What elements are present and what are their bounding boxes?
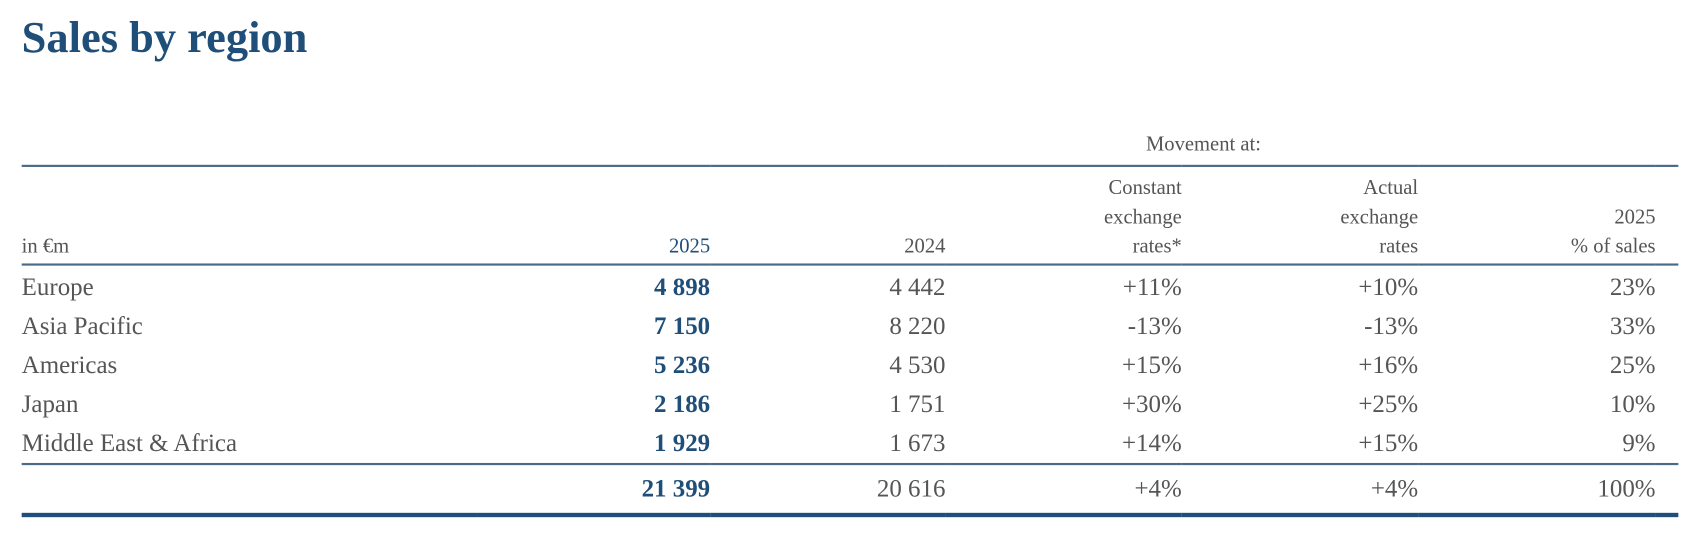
header-line: 2025 xyxy=(1614,205,1656,229)
sales-table: Movement at: in €m 2025 2024 Constant exchan… xyxy=(21,125,1679,518)
cell: 25% xyxy=(1609,351,1656,379)
spacer xyxy=(1656,346,1679,385)
cell: 4 898 xyxy=(654,273,711,301)
cell: 4 530 xyxy=(889,351,946,379)
total-cell: 20 616 xyxy=(710,462,946,518)
total-cell: 100% xyxy=(1418,462,1656,518)
group-header-row: Movement at: xyxy=(21,125,1679,167)
spacer xyxy=(1655,165,1679,266)
header-line: exchange xyxy=(1104,205,1182,229)
column-header: 2025 xyxy=(477,165,711,266)
header-line: rates* xyxy=(1132,235,1182,259)
spacer xyxy=(1656,265,1679,307)
cell: +25% xyxy=(1358,390,1419,418)
cell: +11% xyxy=(1122,273,1182,301)
spacer xyxy=(21,462,478,518)
total-cell: +4% xyxy=(945,462,1182,518)
header-row: in €m 2025 2024 Constant exchange rates* Actua… xyxy=(21,165,1679,266)
region-name: Japan xyxy=(21,390,79,418)
table-body: Europe 4 898 4 442 +11% +10% 23% Asia Pacific 7… xyxy=(22,265,1679,464)
title: Sales by region xyxy=(21,11,308,62)
spacer xyxy=(1656,424,1679,464)
total-cell: 21 399 xyxy=(477,462,711,518)
cell: -13% xyxy=(1127,312,1182,340)
cell: +15% xyxy=(1358,429,1419,457)
cell: +30% xyxy=(1121,390,1182,418)
cell: -13% xyxy=(1364,312,1419,340)
cell: 8 220 xyxy=(889,312,946,340)
region-name: Americas xyxy=(21,351,118,379)
header-line: rates xyxy=(1379,235,1419,259)
group-header: Movement at: xyxy=(945,125,1419,167)
column-header: 2025 % of sales xyxy=(1418,165,1656,266)
data-row: Japan 2 186 1 751 +30% +25% 10% xyxy=(22,385,1679,424)
cell: 2 186 xyxy=(654,390,711,418)
total-row: 21 399 20 616 +4% +4% 100% xyxy=(21,462,1679,518)
cell: +14% xyxy=(1121,429,1182,457)
cell: 33% xyxy=(1609,312,1656,340)
region-name: Asia Pacific xyxy=(21,312,143,340)
spacer xyxy=(1655,462,1679,518)
header-line: % of sales xyxy=(1570,235,1656,259)
header-line: 2024 xyxy=(904,235,946,259)
cell: 4 442 xyxy=(889,273,946,301)
data-row: Middle East & Africa 1 929 1 673 +14% +15% 9% xyxy=(22,424,1679,464)
cell: 9% xyxy=(1622,429,1656,457)
header-line: exchange xyxy=(1340,205,1419,229)
cell: +15% xyxy=(1121,351,1182,379)
cell: 10% xyxy=(1609,390,1656,418)
cell: +10% xyxy=(1358,273,1419,301)
header-line: Actual xyxy=(1363,176,1419,200)
header-line: 2025 xyxy=(668,235,711,259)
cell: 5 236 xyxy=(654,351,711,379)
total-cell: +4% xyxy=(1181,462,1419,518)
data-row: Asia Pacific 7 150 8 220 -13% -13% 33% xyxy=(22,307,1679,346)
region-name: Middle East & Africa xyxy=(21,429,238,457)
column-header: Actual exchange rates xyxy=(1181,165,1419,266)
column-header: Constant exchange rates* xyxy=(945,165,1182,266)
spacer xyxy=(1656,307,1679,346)
cell: 1 929 xyxy=(654,429,711,457)
data-row: Americas 5 236 4 530 +15% +16% 25% xyxy=(22,346,1679,385)
cell: 1 673 xyxy=(889,429,946,457)
column-header: in €m xyxy=(21,165,478,266)
region-name: Europe xyxy=(21,273,94,301)
total-body: 21 399 20 616 +4% +4% 100% xyxy=(21,462,1679,518)
spacer xyxy=(1656,385,1679,424)
data-row: Europe 4 898 4 442 +11% +10% 23% xyxy=(22,265,1679,307)
cell: 7 150 xyxy=(654,312,711,340)
cell: +16% xyxy=(1358,351,1419,379)
column-header: 2024 xyxy=(710,165,946,266)
cell: 23% xyxy=(1609,273,1656,301)
cell: 1 751 xyxy=(889,390,946,418)
header-line: Constant xyxy=(1108,176,1182,200)
header-line: in €m xyxy=(21,235,70,259)
